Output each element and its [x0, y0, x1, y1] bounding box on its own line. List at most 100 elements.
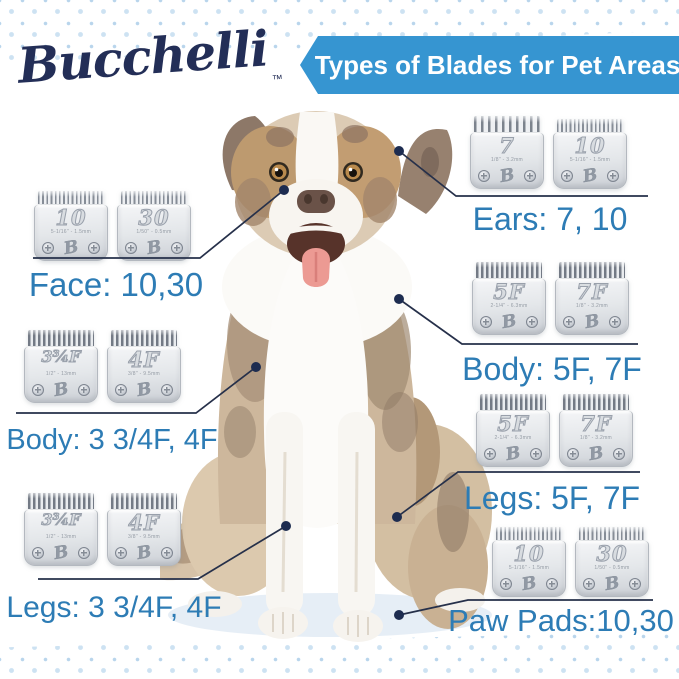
brand-b-monogram: B — [498, 164, 516, 188]
screw-icon — [115, 547, 127, 559]
blade-teeth — [557, 119, 623, 132]
clipper-blade: 10 5-1/16" - 1.5mm B — [553, 116, 627, 189]
blade-body: 3¾F 1/2" - 13mm B — [24, 510, 98, 566]
blade-number: 30 — [596, 541, 628, 567]
blade-number: 4F — [128, 347, 160, 373]
blade-body: 5F 2-1/4" - 6.3mm B — [472, 279, 546, 335]
clipper-blade: 3¾F 1/2" - 13mm B — [24, 493, 98, 566]
blade-size-text: 3/8" - 9.5mm — [127, 534, 161, 540]
screw-icon — [125, 242, 137, 254]
blade-group-paw-pads: 10 5-1/16" - 1.5mm B 30 1/50" - 0.5mm B … — [448, 524, 674, 638]
clipper-blade: 7F 1/8" - 3.2mm B — [559, 394, 633, 467]
screw-icon — [613, 448, 625, 460]
brand-b-monogram: B — [62, 236, 80, 260]
blade-number: 7F — [576, 279, 608, 305]
screw-icon — [161, 547, 173, 559]
dog-nose — [297, 190, 335, 213]
blade-number: 10 — [55, 205, 87, 231]
blade-teeth — [38, 191, 104, 204]
blade-size-text: 1/2" - 13mm — [45, 534, 77, 540]
brand-b-monogram: B — [587, 442, 605, 466]
blade-teeth — [121, 191, 187, 204]
clipper-blade: 10 5-1/16" - 1.5mm B — [492, 524, 566, 597]
banner-title: Types of Blades for Pet Areas — [314, 49, 679, 80]
dog-eye-left — [269, 162, 289, 182]
blade-group-body-right: 5F 2-1/4" - 6.3mm B 7F 1/8" - 3.2mm B Bo… — [462, 262, 642, 387]
blade-body: 4F 3/8" - 9.5mm B — [107, 347, 181, 403]
blade-size-text: 5-1/16" - 1.5mm — [508, 565, 550, 571]
blade-body: 10 5-1/16" - 1.5mm B — [553, 133, 627, 189]
blade-group-face: 10 5-1/16" - 1.5mm B 30 1/50" - 0.5mm B … — [29, 188, 203, 303]
clipper-blade: 3¾F 1/2" - 13mm B — [24, 330, 98, 403]
screw-icon — [478, 170, 490, 182]
screw-icon — [115, 384, 127, 396]
screw-icon — [607, 170, 619, 182]
brand-b-monogram: B — [500, 310, 518, 334]
blade-number: 3¾F — [41, 347, 81, 367]
blade-teeth — [480, 394, 546, 410]
clipper-blade: 4F 3/8" - 9.5mm B — [107, 493, 181, 566]
clipper-blade: 5F 2-1/4" - 6.3mm B — [476, 394, 550, 467]
dog-mouth — [287, 223, 345, 265]
brand-b-monogram: B — [135, 378, 153, 402]
blade-teeth — [559, 262, 625, 278]
screw-icon — [500, 578, 512, 590]
blade-body: 3¾F 1/2" - 13mm B — [24, 347, 98, 403]
screw-icon — [629, 578, 641, 590]
brand-b-monogram: B — [581, 164, 599, 188]
blade-teeth — [579, 527, 645, 540]
trademark-symbol: ™ — [271, 73, 284, 87]
blade-body: 30 1/50" - 0.5mm B — [117, 205, 191, 261]
clipper-blade: 7F 1/8" - 3.2mm B — [555, 262, 629, 335]
blade-number: 30 — [138, 205, 170, 231]
dog-eye-right — [343, 162, 363, 182]
blade-number: 4F — [128, 510, 160, 536]
brand-b-monogram: B — [52, 541, 70, 565]
blade-size-text: 2-1/4" - 6.3mm — [490, 303, 528, 309]
blade-body: 7F 1/8" - 3.2mm B — [559, 411, 633, 467]
area-label: Ears: 7, 10 — [472, 201, 628, 237]
blade-body: 10 5-1/16" - 1.5mm B — [34, 205, 108, 261]
screw-icon — [526, 316, 538, 328]
blade-pair: 3¾F 1/2" - 13mm B 4F 3/8" - 9.5mm B — [24, 330, 181, 403]
screw-icon — [546, 578, 558, 590]
blade-teeth — [496, 527, 562, 540]
area-label: Body: 5F, 7F — [462, 351, 642, 387]
blade-size-text: 5-1/16" - 1.5mm — [50, 229, 92, 235]
blade-pair: 3¾F 1/2" - 13mm B 4F 3/8" - 9.5mm B — [24, 493, 181, 566]
area-label: Legs: 3 3/4F, 4F — [6, 591, 222, 624]
blade-number: 5F — [493, 279, 525, 305]
blade-number: 3¾F — [41, 510, 81, 530]
brand-b-monogram: B — [603, 572, 621, 596]
blade-body: 5F 2-1/4" - 6.3mm B — [476, 411, 550, 467]
brand-b-monogram: B — [52, 378, 70, 402]
clipper-blade: 30 1/50" - 0.5mm B — [117, 188, 191, 261]
area-label: Face: 10,30 — [28, 266, 204, 303]
blade-pair: 10 5-1/16" - 1.5mm B 30 1/50" - 0.5mm B — [492, 524, 649, 597]
screw-icon — [583, 578, 595, 590]
blade-number: 7F — [580, 411, 612, 437]
screw-icon — [42, 242, 54, 254]
area-label: Body: 3 3/4F, 4F — [6, 424, 218, 456]
clipper-blade: 30 1/50" - 0.5mm B — [575, 524, 649, 597]
blade-size-text: 1/2" - 13mm — [45, 371, 77, 377]
blade-pair: 5F 2-1/4" - 6.3mm B 7F 1/8" - 3.2mm B — [472, 262, 629, 335]
clipper-blade: 7 1/8" - 3.2mm B — [470, 116, 544, 189]
blade-body: 7 1/8" - 3.2mm B — [470, 133, 544, 189]
screw-icon — [609, 316, 621, 328]
screw-icon — [524, 170, 536, 182]
blade-size-text: 1/8" - 3.2mm — [575, 303, 609, 309]
blade-number: 7 — [499, 133, 515, 159]
blade-teeth — [111, 493, 177, 509]
blade-size-text: 5-1/16" - 1.5mm — [569, 157, 611, 163]
clipper-blade: 4F 3/8" - 9.5mm B — [107, 330, 181, 403]
screw-icon — [484, 448, 496, 460]
blade-body: 10 5-1/16" - 1.5mm B — [492, 541, 566, 597]
blade-teeth — [476, 262, 542, 278]
blade-number: 10 — [513, 541, 545, 567]
screw-icon — [561, 170, 573, 182]
brand-b-monogram: B — [583, 310, 601, 334]
brand-b-monogram: B — [504, 442, 522, 466]
blade-teeth — [111, 330, 177, 346]
